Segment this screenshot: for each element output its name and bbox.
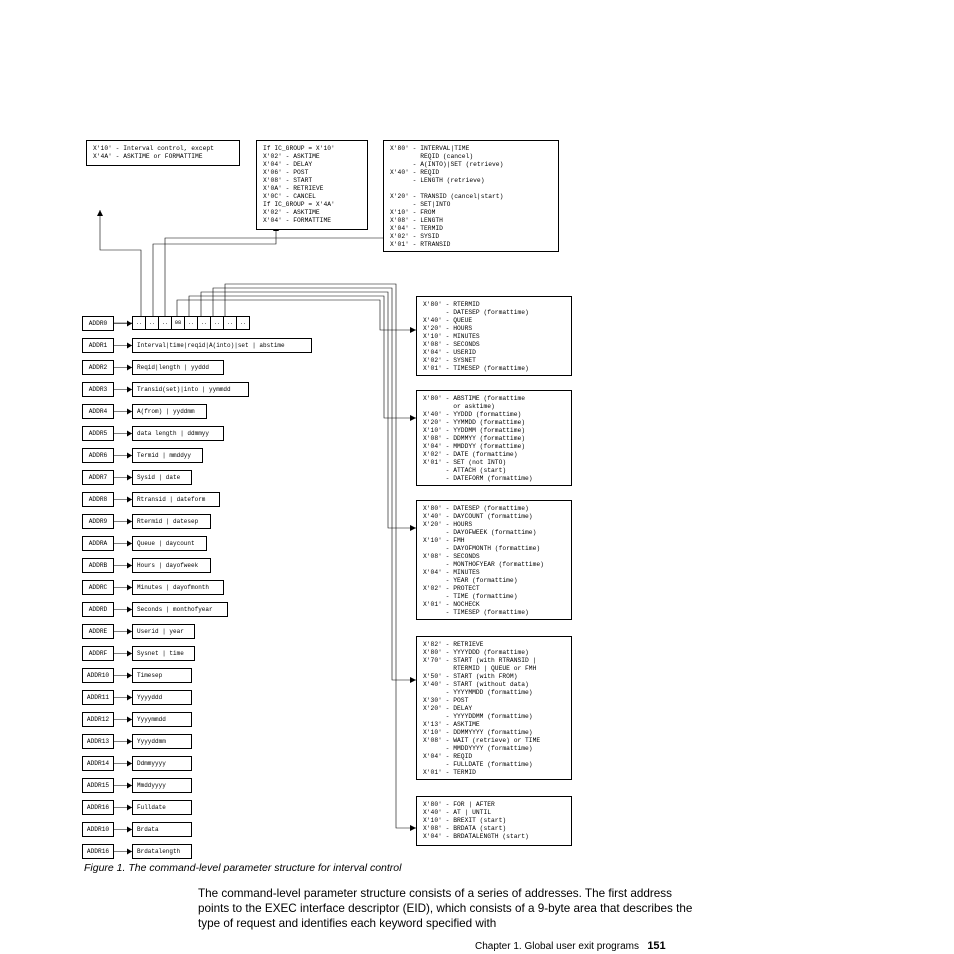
addr-label-22: ADDR16 (82, 800, 114, 815)
addr-val-11: Hours | dayofweek (132, 558, 211, 573)
addr-val-22: Fulldate (132, 800, 192, 815)
addr-label-15: ADDRF (82, 646, 114, 661)
addr-val-5: data length | ddmmyy (132, 426, 224, 441)
eid-cell-0: .. (133, 317, 146, 330)
body-paragraph: The command-level parameter structure co… (198, 886, 696, 931)
addr-label-4: ADDR4 (82, 404, 114, 419)
top-box-3-text: X'80' - INTERVAL|TIME REQID (cancel) - A… (390, 145, 552, 249)
eid-cell-3: 08 (172, 317, 185, 330)
addr-label-24: ADDR16 (82, 844, 114, 859)
addr-val-18: Yyyymmdd (132, 712, 192, 727)
figure-caption: Figure 1. The command-level parameter st… (84, 862, 401, 874)
addr-label-18: ADDR12 (82, 712, 114, 727)
right-box-1: X'80' - RTERMID - DATESEP (formattime) X… (416, 296, 572, 376)
eid-cell-8: .. (237, 317, 250, 330)
addr-label-10: ADDRA (82, 536, 114, 551)
right-box-3: X'80' - DATESEP (formattime) X'40' - DAY… (416, 500, 572, 620)
addr-label-16: ADDR10 (82, 668, 114, 683)
addr-label-11: ADDRB (82, 558, 114, 573)
addr-val-24: Brdatalength (132, 844, 192, 859)
addr-label-20: ADDR14 (82, 756, 114, 771)
eid-cell-2: .. (159, 317, 172, 330)
eid-bytes: ......08.......... (132, 316, 250, 330)
addr-label-13: ADDRD (82, 602, 114, 617)
right-box-4-text: X'82' - RETRIEVE X'80' - YYYYDDD (format… (423, 641, 565, 777)
right-box-5: X'80' - FOR | AFTER X'40' - AT | UNTIL X… (416, 796, 572, 846)
addr-val-20: Ddmmyyyy (132, 756, 192, 771)
addr-label-5: ADDR5 (82, 426, 114, 441)
footer-page-number: 151 (647, 940, 665, 952)
addr-val-6: Termid | mmddyy (132, 448, 203, 463)
addr-label-14: ADDRE (82, 624, 114, 639)
addr-val-23: Brdata (132, 822, 192, 837)
addr-label-7: ADDR7 (82, 470, 114, 485)
addr-val-2: Reqid|length | yyddd (132, 360, 224, 375)
addr-val-7: Sysid | date (132, 470, 192, 485)
right-box-5-text: X'80' - FOR | AFTER X'40' - AT | UNTIL X… (423, 801, 565, 841)
footer-chapter: Chapter 1. Global user exit programs (475, 941, 639, 952)
addr-label-12: ADDRC (82, 580, 114, 595)
top-box-2: If IC_GROUP = X'10' X'02' - ASKTIME X'04… (256, 140, 368, 230)
addr-val-13: Seconds | monthofyear (132, 602, 228, 617)
eid-cell-5: .. (198, 317, 211, 330)
eid-cell-7: .. (224, 317, 237, 330)
addr-label-8: ADDR8 (82, 492, 114, 507)
addr-val-14: Userid | year (132, 624, 195, 639)
top-box-1: X'10' - Interval control, except X'4A' -… (86, 140, 240, 166)
page-footer: Chapter 1. Global user exit programs 151 (475, 940, 666, 952)
eid-cell-1: .. (146, 317, 159, 330)
addr-label-17: ADDR11 (82, 690, 114, 705)
eid-cell-4: .. (185, 317, 198, 330)
addr-val-15: Sysnet | time (132, 646, 195, 661)
right-box-2: X'80' - ABSTIME (formattime or asktime) … (416, 390, 572, 486)
addr-label-23: ADDR10 (82, 822, 114, 837)
addr-val-8: Rtransid | dateform (132, 492, 220, 507)
addr-val-10: Queue | daycount (132, 536, 207, 551)
addr-val-21: Mmddyyyy (132, 778, 192, 793)
addr-label-2: ADDR2 (82, 360, 114, 375)
right-box-1-text: X'80' - RTERMID - DATESEP (formattime) X… (423, 301, 565, 373)
addr-label-6: ADDR6 (82, 448, 114, 463)
addr-val-4: A(from) | yyddmm (132, 404, 207, 419)
addr-label-0: ADDR0 (82, 316, 114, 331)
addr-val-1: Interval|time|reqid|A(into)|set | abstim… (132, 338, 312, 353)
top-box-3: X'80' - INTERVAL|TIME REQID (cancel) - A… (383, 140, 559, 252)
top-box-2-text: If IC_GROUP = X'10' X'02' - ASKTIME X'04… (263, 145, 361, 225)
addr-val-19: Yyyyddmm (132, 734, 192, 749)
addr-label-3: ADDR3 (82, 382, 114, 397)
addr-label-19: ADDR13 (82, 734, 114, 749)
addr-val-16: Timesep (132, 668, 192, 683)
addr-val-17: Yyyyddd (132, 690, 192, 705)
right-box-3-text: X'80' - DATESEP (formattime) X'40' - DAY… (423, 505, 565, 617)
addr-label-1: ADDR1 (82, 338, 114, 353)
eid-cell-6: .. (211, 317, 224, 330)
addr-label-21: ADDR15 (82, 778, 114, 793)
addr-val-12: Minutes | dayofmonth (132, 580, 224, 595)
addr-label-9: ADDR9 (82, 514, 114, 529)
addr-val-9: Rtermid | datesep (132, 514, 211, 529)
addr-val-3: Transid(set)|into | yymmdd (132, 382, 249, 397)
top-box-1-text: X'10' - Interval control, except X'4A' -… (93, 145, 233, 161)
right-box-2-text: X'80' - ABSTIME (formattime or asktime) … (423, 395, 565, 483)
right-box-4: X'82' - RETRIEVE X'80' - YYYYDDD (format… (416, 636, 572, 780)
